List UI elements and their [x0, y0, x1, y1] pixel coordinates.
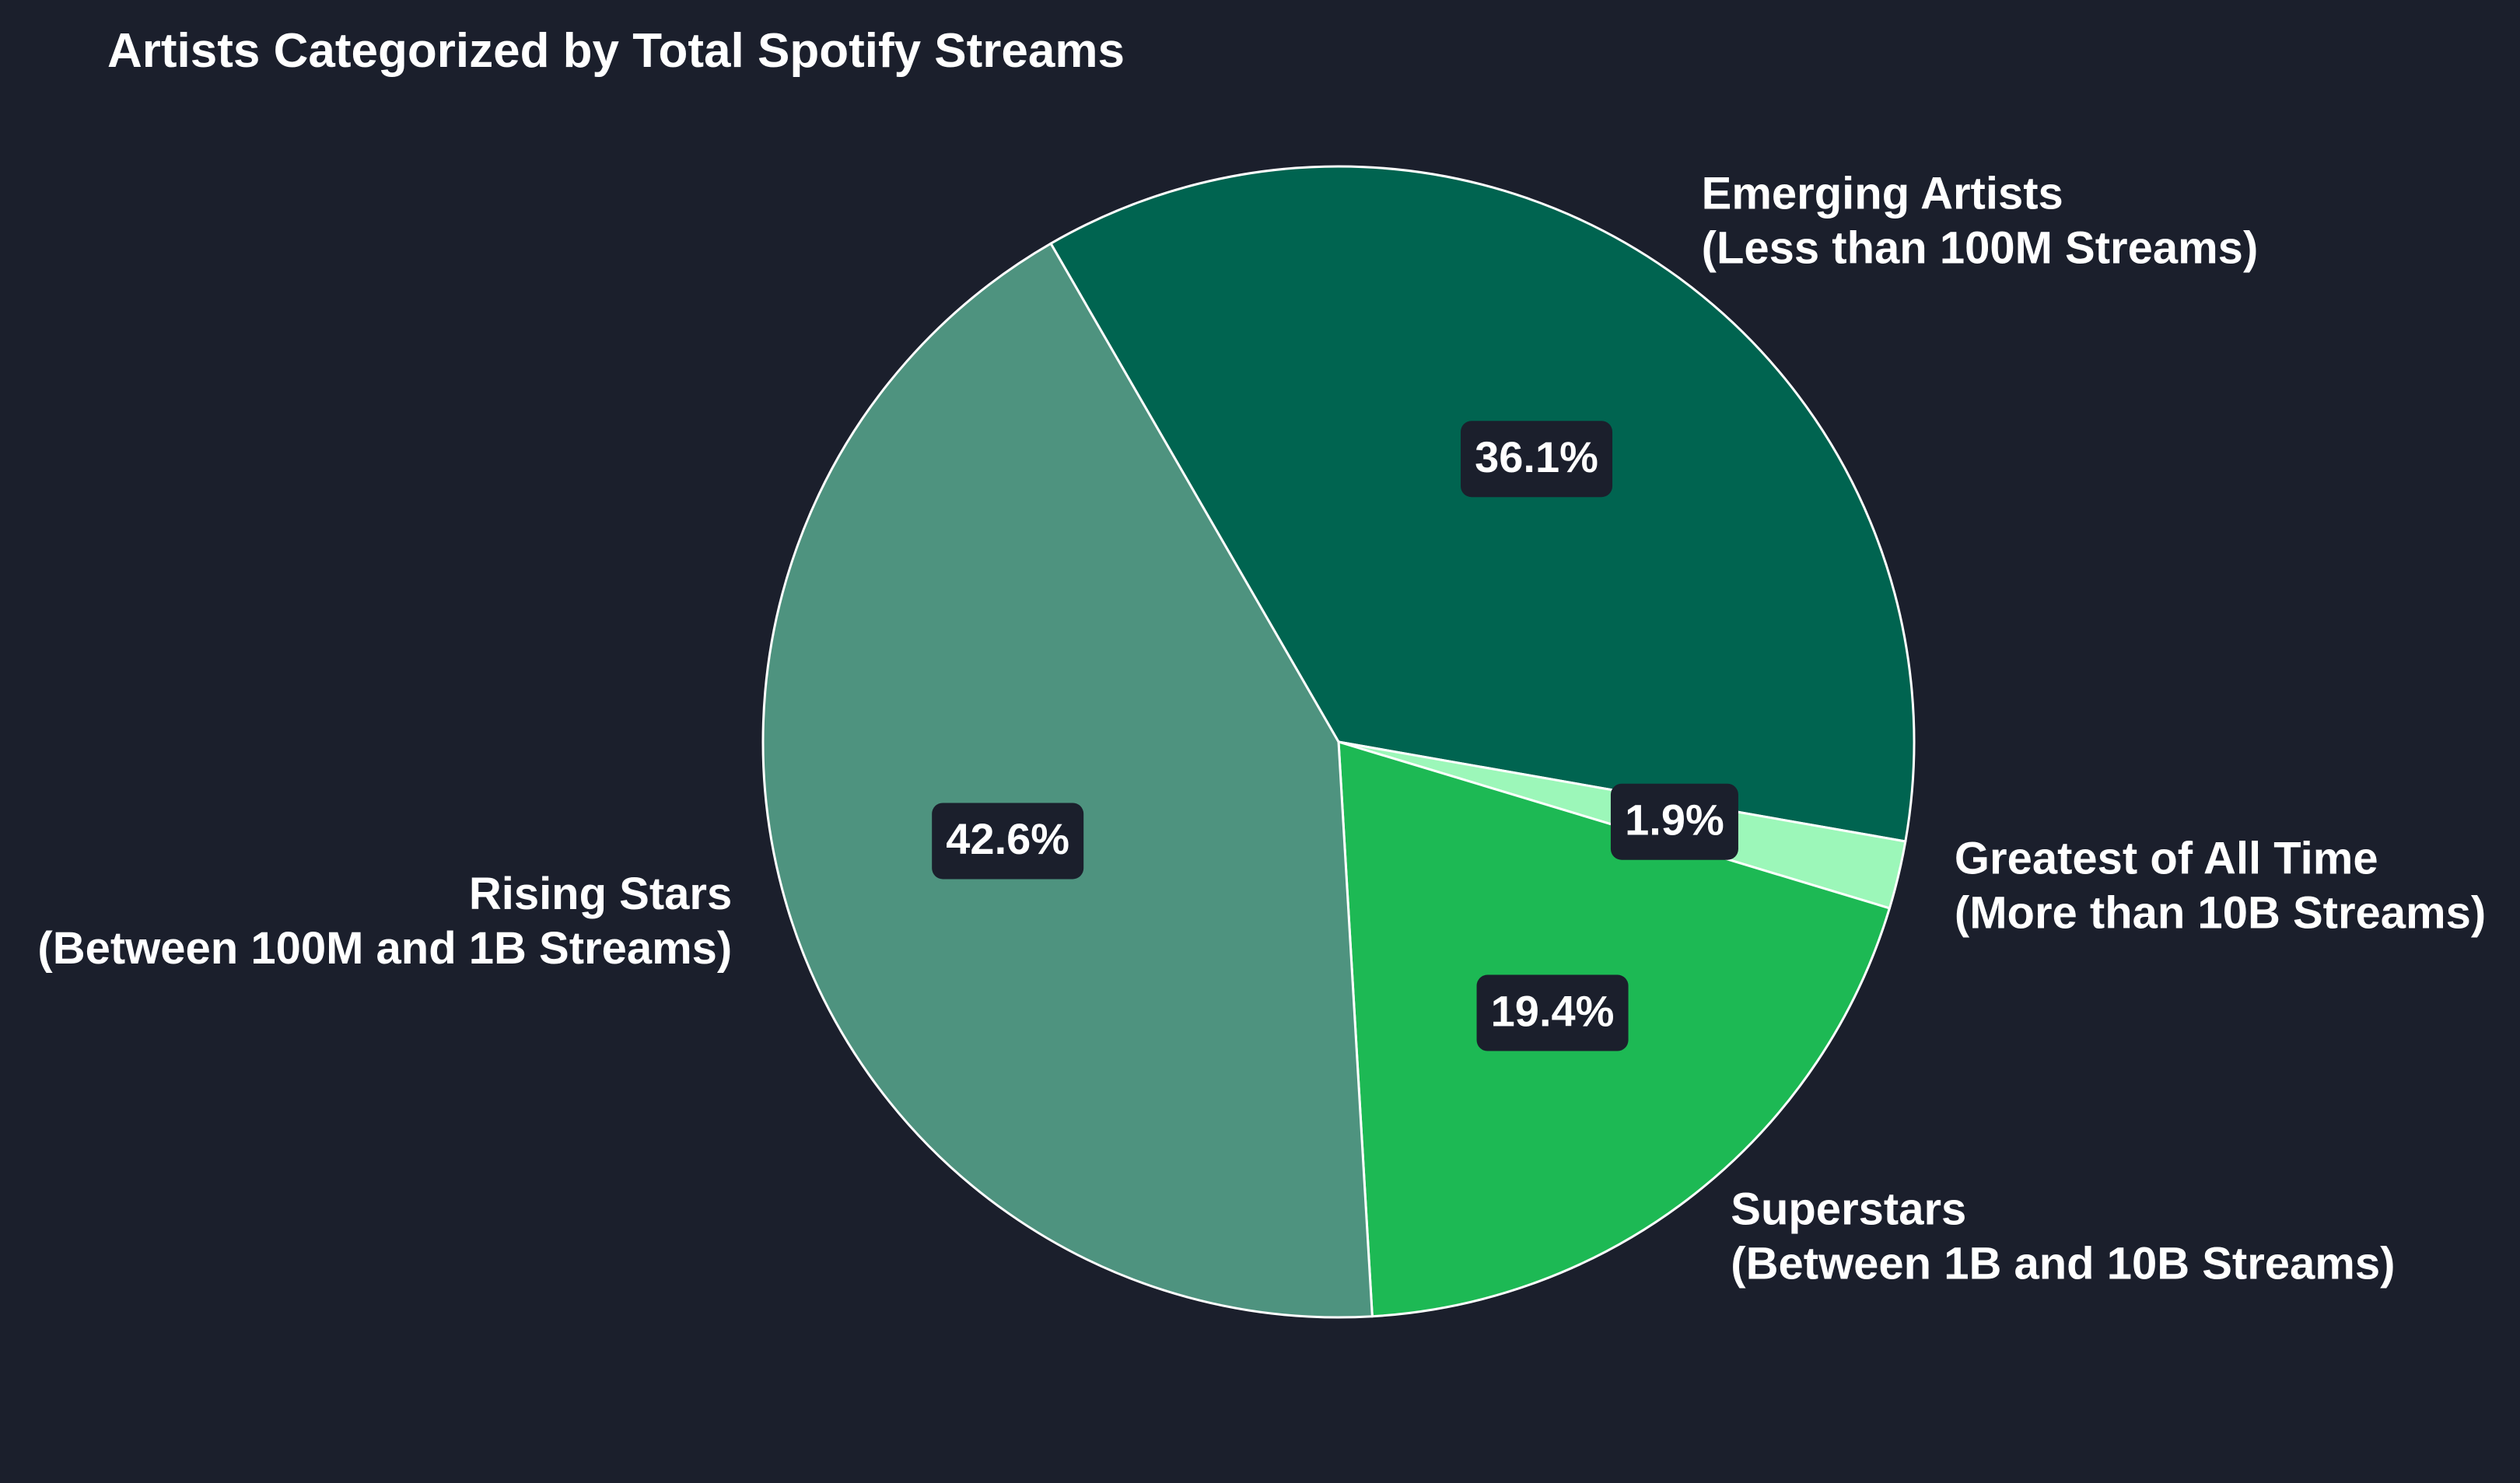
category-label-line2: (More than 10B Streams)	[1955, 888, 2486, 939]
percent-label: 19.4%	[1476, 974, 1629, 1051]
pie-slice	[761, 242, 1374, 1319]
percent-label-text: 42.6%	[946, 814, 1069, 863]
chart-title: Artists Categorized by Total Spotify Str…	[107, 24, 1125, 78]
percent-label: 36.1%	[1461, 421, 1613, 498]
percent-label-box	[1610, 783, 1738, 860]
percent-label-box	[1461, 421, 1613, 498]
category-label: Superstars(Between 1B and 10B Streams)	[1731, 1184, 2395, 1289]
category-label: Rising Stars(Between 100M and 1B Streams…	[37, 869, 732, 974]
percent-label-text: 1.9%	[1625, 796, 1724, 845]
category-label-line1: Emerging Artists	[1702, 168, 2063, 219]
category-label-line1: Greatest of All Time	[1955, 834, 2378, 884]
category-label: Greatest of All Time(More than 10B Strea…	[1955, 834, 2486, 939]
category-label-line1: Superstars	[1731, 1184, 1966, 1234]
category-label: Emerging Artists(Less than 100M Streams)	[1702, 168, 2259, 273]
percent-label-box	[1476, 974, 1629, 1051]
category-label-line1: Rising Stars	[469, 869, 732, 919]
slice-labels: Emerging Artists(Less than 100M Streams)…	[37, 168, 2486, 1289]
category-label-line2: (Between 100M and 1B Streams)	[37, 923, 732, 974]
percent-label-box	[932, 803, 1084, 880]
pie-slice	[1049, 165, 1916, 843]
percent-label: 1.9%	[1610, 783, 1738, 860]
pie-slices	[761, 165, 1916, 1319]
percent-label: 42.6%	[932, 803, 1084, 880]
category-label-line2: (Less than 100M Streams)	[1702, 222, 2259, 273]
percent-labels: 36.1% 1.9% 19.4% 42.6%	[932, 421, 1738, 1051]
percent-label-text: 36.1%	[1475, 432, 1598, 481]
percent-label-text: 19.4%	[1491, 986, 1615, 1035]
category-label-line2: (Between 1B and 10B Streams)	[1731, 1238, 2395, 1289]
